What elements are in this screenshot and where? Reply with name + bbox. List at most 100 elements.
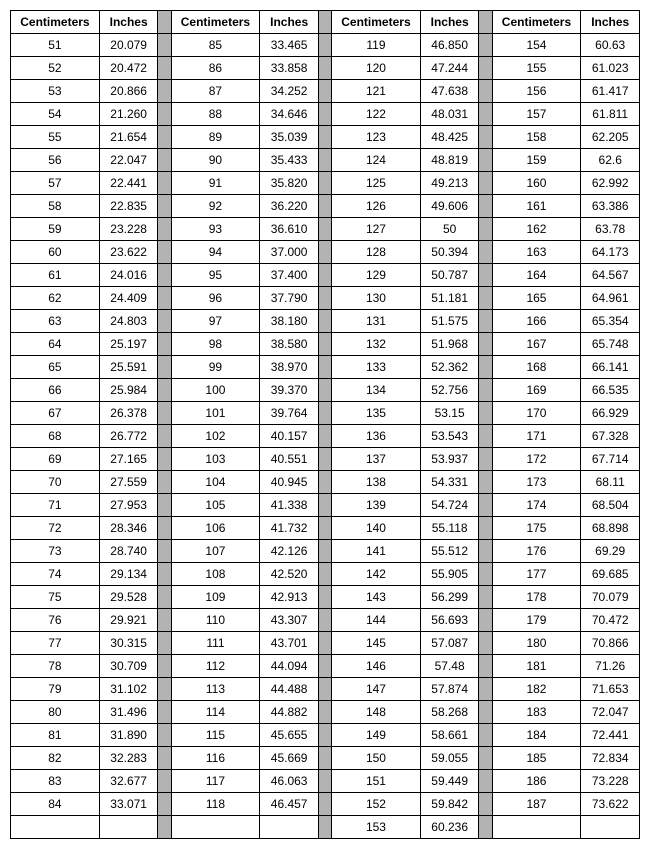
- cell-cm: 158: [492, 126, 581, 149]
- table-row: 6726.37810139.76413553.1517066.929: [11, 402, 640, 425]
- cell-in: 48.819: [420, 149, 479, 172]
- cell-cm: 115: [171, 724, 260, 747]
- column-separator: [479, 724, 492, 747]
- cell-cm: 167: [492, 333, 581, 356]
- column-separator: [318, 11, 331, 34]
- cell-in: 30.709: [99, 655, 158, 678]
- table-row: 5521.6548935.03912348.42515862.205: [11, 126, 640, 149]
- cell-in: 71.26: [581, 655, 640, 678]
- cell-cm: [171, 816, 260, 839]
- column-separator: [318, 287, 331, 310]
- column-separator: [318, 172, 331, 195]
- column-separator: [318, 103, 331, 126]
- column-separator: [479, 678, 492, 701]
- cell-in: 64.961: [581, 287, 640, 310]
- cell-in: 68.11: [581, 471, 640, 494]
- cell-cm: 68: [11, 425, 100, 448]
- cell-cm: 72: [11, 517, 100, 540]
- cell-cm: 112: [171, 655, 260, 678]
- cell-in: 28.740: [99, 540, 158, 563]
- cell-in: 45.669: [260, 747, 319, 770]
- cell-cm: 87: [171, 80, 260, 103]
- cell-cm: 107: [171, 540, 260, 563]
- cell-in: 63.386: [581, 195, 640, 218]
- column-separator: [318, 632, 331, 655]
- column-separator: [479, 172, 492, 195]
- cell-in: 66.929: [581, 402, 640, 425]
- cell-in: 39.764: [260, 402, 319, 425]
- cell-cm: 58: [11, 195, 100, 218]
- cell-cm: 74: [11, 563, 100, 586]
- column-separator: [158, 333, 171, 356]
- cell-cm: 178: [492, 586, 581, 609]
- cell-cm: 92: [171, 195, 260, 218]
- cell-cm: 160: [492, 172, 581, 195]
- cell-cm: 75: [11, 586, 100, 609]
- table-row: 7830.70911244.09414657.4818171.26: [11, 655, 640, 678]
- column-separator: [318, 816, 331, 839]
- cell-in: 62.205: [581, 126, 640, 149]
- column-separator: [318, 471, 331, 494]
- cell-in: 29.134: [99, 563, 158, 586]
- column-separator: [479, 264, 492, 287]
- cell-cm: 152: [332, 793, 421, 816]
- table-row: 6224.4099637.79013051.18116564.961: [11, 287, 640, 310]
- cell-cm: 95: [171, 264, 260, 287]
- cell-in: 23.228: [99, 218, 158, 241]
- cell-in: 37.790: [260, 287, 319, 310]
- cell-in: 62.6: [581, 149, 640, 172]
- cell-cm: 118: [171, 793, 260, 816]
- cell-cm: 140: [332, 517, 421, 540]
- column-separator: [479, 425, 492, 448]
- cell-cm: 180: [492, 632, 581, 655]
- cell-cm: 156: [492, 80, 581, 103]
- cell-in: 65.748: [581, 333, 640, 356]
- column-separator: [158, 218, 171, 241]
- cell-cm: 110: [171, 609, 260, 632]
- table-row: 8031.49611444.88214858.26818372.047: [11, 701, 640, 724]
- column-separator: [479, 494, 492, 517]
- cell-cm: 86: [171, 57, 260, 80]
- column-separator: [479, 540, 492, 563]
- cell-cm: 131: [332, 310, 421, 333]
- cell-cm: 147: [332, 678, 421, 701]
- column-separator: [479, 126, 492, 149]
- column-separator: [318, 586, 331, 609]
- column-separator: [318, 494, 331, 517]
- column-separator: [318, 609, 331, 632]
- column-separator: [158, 103, 171, 126]
- cell-in: 69.685: [581, 563, 640, 586]
- column-separator: [318, 655, 331, 678]
- header-cm: Centimeters: [332, 11, 421, 34]
- cell-in: 57.087: [420, 632, 479, 655]
- cell-in: 68.898: [581, 517, 640, 540]
- cell-in: 69.29: [581, 540, 640, 563]
- column-separator: [158, 356, 171, 379]
- table-body: 5120.0798533.46511946.85015460.635220.47…: [11, 34, 640, 839]
- cell-cm: 90: [171, 149, 260, 172]
- cell-cm: 63: [11, 310, 100, 333]
- cell-in: 67.328: [581, 425, 640, 448]
- cell-in: 23.622: [99, 241, 158, 264]
- column-separator: [479, 770, 492, 793]
- cell-in: 50: [420, 218, 479, 241]
- cell-cm: 57: [11, 172, 100, 195]
- cell-in: 35.433: [260, 149, 319, 172]
- table-row: 8433.07111846.45715259.84218773.622: [11, 793, 640, 816]
- cell-cm: 138: [332, 471, 421, 494]
- cell-in: 48.425: [420, 126, 479, 149]
- cell-cm: 148: [332, 701, 421, 724]
- cell-in: 58.268: [420, 701, 479, 724]
- cell-in: 20.472: [99, 57, 158, 80]
- column-separator: [479, 655, 492, 678]
- column-separator: [479, 103, 492, 126]
- cell-cm: 182: [492, 678, 581, 701]
- column-separator: [479, 241, 492, 264]
- cell-in: 24.409: [99, 287, 158, 310]
- cell-in: 40.551: [260, 448, 319, 471]
- table-row: 6826.77210240.15713653.54317167.328: [11, 425, 640, 448]
- cell-in: 34.646: [260, 103, 319, 126]
- column-separator: [479, 333, 492, 356]
- cell-cm: 159: [492, 149, 581, 172]
- cell-in: 27.559: [99, 471, 158, 494]
